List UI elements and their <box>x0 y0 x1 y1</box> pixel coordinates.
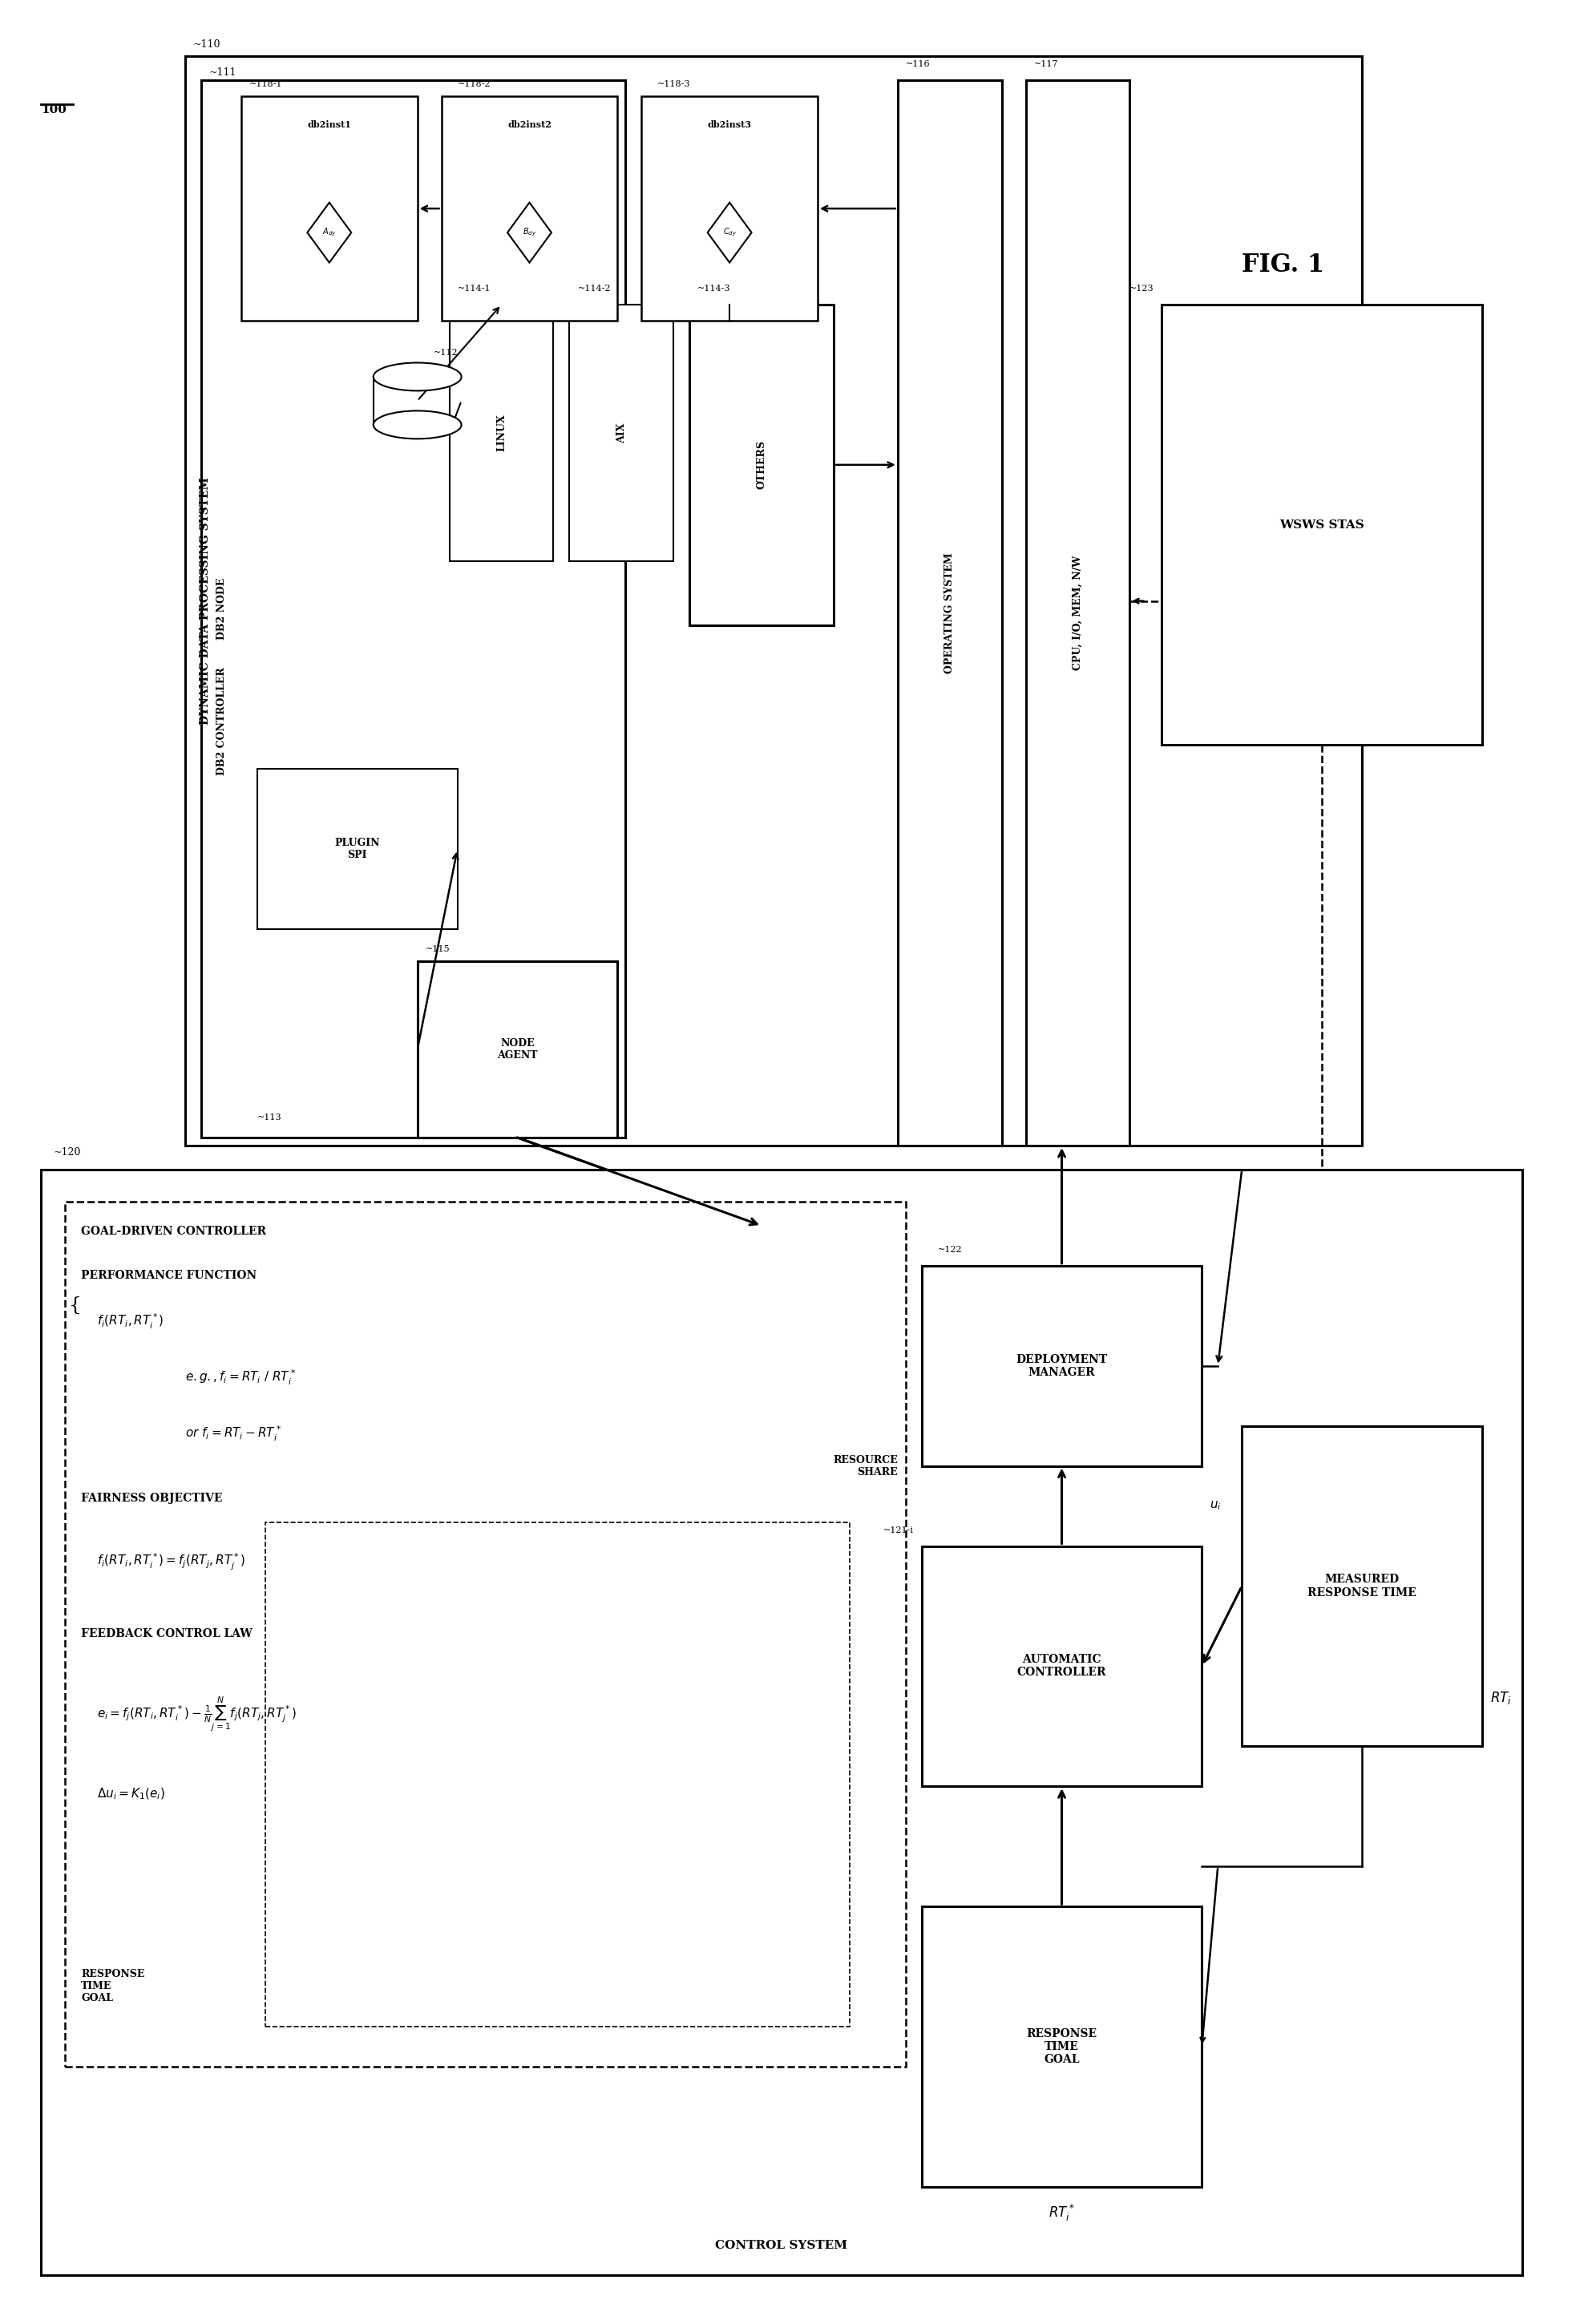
Bar <box>921 1906 1202 2186</box>
Text: FIG. 1: FIG. 1 <box>1242 252 1325 277</box>
Text: {: { <box>69 1297 81 1316</box>
Bar <box>897 81 1002 1145</box>
Text: $C_{dy}$: $C_{dy}$ <box>723 226 736 238</box>
Bar <box>41 1170 1523 2276</box>
Text: $B_{dy}$: $B_{dy}$ <box>522 226 536 238</box>
Text: ~123: ~123 <box>1130 284 1154 293</box>
Bar <box>921 1265 1202 1466</box>
Polygon shape <box>508 203 552 263</box>
Bar <box>257 769 458 930</box>
Text: AUTOMATIC
CONTROLLER: AUTOMATIC CONTROLLER <box>1017 1655 1106 1678</box>
Text: OTHERS: OTHERS <box>757 441 766 489</box>
Text: FEEDBACK CONTROL LAW: FEEDBACK CONTROL LAW <box>81 1629 252 1639</box>
Bar <box>418 962 618 1138</box>
Bar <box>201 81 626 1138</box>
Polygon shape <box>308 203 351 263</box>
Bar <box>1026 81 1130 1145</box>
Text: ~117: ~117 <box>1034 60 1058 69</box>
Text: ~118-2: ~118-2 <box>458 81 490 88</box>
Text: ~110: ~110 <box>193 39 220 48</box>
Text: AIX: AIX <box>616 422 627 443</box>
Text: ~116: ~116 <box>905 60 930 69</box>
Text: db2inst1: db2inst1 <box>308 120 351 129</box>
Text: LINUX: LINUX <box>496 413 506 452</box>
Text: CONTROL SYSTEM: CONTROL SYSTEM <box>715 2239 847 2250</box>
Text: DB2 NODE: DB2 NODE <box>215 577 227 639</box>
Text: $f_i(RT_i, RT_i^*)$: $f_i(RT_i, RT_i^*)$ <box>97 1313 164 1332</box>
Text: db2inst3: db2inst3 <box>707 120 752 129</box>
Bar <box>65 1202 905 2066</box>
Text: CPU, I/O, MEM, N/W: CPU, I/O, MEM, N/W <box>1073 556 1084 669</box>
Text: WSWS STAS: WSWS STAS <box>1280 519 1365 531</box>
Text: ~121-i: ~121-i <box>883 1526 913 1535</box>
Bar <box>450 305 554 561</box>
Bar <box>241 97 418 321</box>
Ellipse shape <box>373 362 461 390</box>
Text: $or\ f_i = RT_i - RT_i^*$: $or\ f_i = RT_i - RT_i^*$ <box>185 1424 281 1442</box>
Text: $RT_i$: $RT_i$ <box>1491 1689 1511 1706</box>
Text: OPERATING SYSTEM: OPERATING SYSTEM <box>945 552 954 674</box>
Bar <box>265 1521 849 2026</box>
Text: $e_i = f_j(RT_i, RT_i^*) - \frac{1}{N}\sum_{j=1}^{N} f_j(RT_j, RT_j^*)$: $e_i = f_j(RT_i, RT_i^*) - \frac{1}{N}\s… <box>97 1694 297 1733</box>
Text: DYNAMIC DATA PROCESSING SYSTEM: DYNAMIC DATA PROCESSING SYSTEM <box>200 478 211 725</box>
Text: ~118-3: ~118-3 <box>658 81 691 88</box>
Text: ~122: ~122 <box>938 1246 962 1253</box>
Text: PERFORMANCE FUNCTION: PERFORMANCE FUNCTION <box>81 1269 257 1281</box>
Text: PLUGIN
SPI: PLUGIN SPI <box>335 838 380 861</box>
Text: ~114-3: ~114-3 <box>697 284 731 293</box>
Text: ~120: ~120 <box>53 1147 81 1159</box>
Bar <box>642 97 817 321</box>
Text: ~112: ~112 <box>434 349 458 358</box>
Text: RESPONSE
TIME
GOAL: RESPONSE TIME GOAL <box>81 1969 145 2003</box>
Text: ~114-2: ~114-2 <box>578 284 611 293</box>
Bar <box>185 55 1361 1145</box>
Text: DEPLOYMENT
MANAGER: DEPLOYMENT MANAGER <box>1017 1355 1108 1378</box>
Bar <box>921 1546 1202 1786</box>
Text: ~111: ~111 <box>209 67 236 78</box>
Text: FAIRNESS OBJECTIVE: FAIRNESS OBJECTIVE <box>81 1493 223 1503</box>
Bar <box>689 305 833 625</box>
Text: MEASURED
RESPONSE TIME: MEASURED RESPONSE TIME <box>1307 1574 1416 1597</box>
Text: 100: 100 <box>41 104 67 115</box>
Text: NODE
AGENT: NODE AGENT <box>498 1039 538 1062</box>
Bar <box>570 305 674 561</box>
Text: $u_i$: $u_i$ <box>1210 1500 1221 1512</box>
Bar <box>1242 1426 1483 1747</box>
Text: db2inst2: db2inst2 <box>508 120 552 129</box>
Text: DB2 CONTROLLER: DB2 CONTROLLER <box>215 667 227 775</box>
Bar <box>442 97 618 321</box>
Polygon shape <box>707 203 752 263</box>
Text: RESOURCE
SHARE: RESOURCE SHARE <box>833 1454 897 1477</box>
Ellipse shape <box>373 411 461 439</box>
Text: $RT_i^*$: $RT_i^*$ <box>1049 2202 1074 2223</box>
Text: RESPONSE
TIME
GOAL: RESPONSE TIME GOAL <box>1026 2029 1096 2066</box>
Text: $A_{dy}$: $A_{dy}$ <box>322 226 337 238</box>
Text: $f_i(RT_i, RT_i^*) = f_j(RT_j, RT_j^*)$: $f_i(RT_i, RT_i^*) = f_j(RT_j, RT_j^*)$ <box>97 1551 246 1572</box>
Bar <box>1162 305 1483 745</box>
Text: $e.g., f_i = RT_i\ /\ RT_i^*$: $e.g., f_i = RT_i\ /\ RT_i^*$ <box>185 1369 297 1387</box>
Text: ~118-1: ~118-1 <box>249 81 282 88</box>
Text: $\Delta u_i = K_1(e_i)$: $\Delta u_i = K_1(e_i)$ <box>97 1786 164 1803</box>
Text: GOAL-DRIVEN CONTROLLER: GOAL-DRIVEN CONTROLLER <box>81 1226 267 1237</box>
Text: ~113: ~113 <box>257 1112 282 1122</box>
Text: ~115: ~115 <box>426 946 450 953</box>
Text: ~114-1: ~114-1 <box>458 284 490 293</box>
